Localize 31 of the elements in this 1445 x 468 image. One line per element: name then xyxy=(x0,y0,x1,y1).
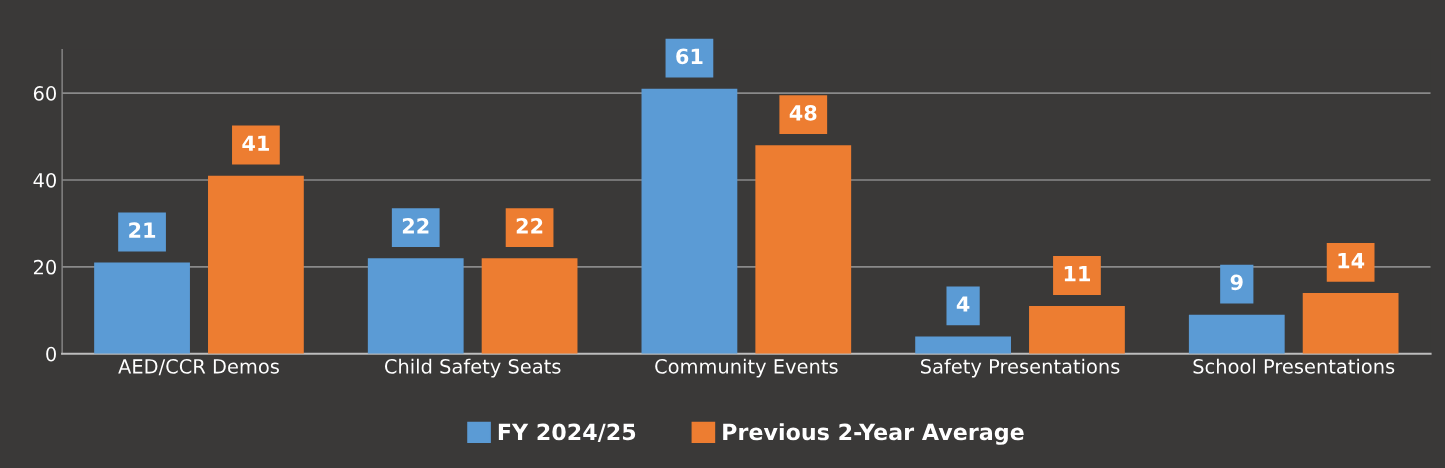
data-label: 9 xyxy=(1230,274,1243,291)
legend-label: Previous 2-Year Average xyxy=(723,423,1024,445)
data-label: 14 xyxy=(1338,252,1365,269)
y-tick-label: 0 xyxy=(46,346,56,362)
bar xyxy=(481,258,578,354)
bar xyxy=(641,88,738,354)
bar xyxy=(1029,306,1125,354)
bar xyxy=(367,258,464,354)
data-label: 61 xyxy=(676,48,703,65)
y-tick-label: 60 xyxy=(33,86,56,101)
bar xyxy=(1302,292,1399,354)
data-label: 21 xyxy=(129,222,156,238)
data-label: 22 xyxy=(402,217,429,234)
bar xyxy=(755,145,852,354)
x-tick-label: Community Events xyxy=(655,358,838,378)
data-label: 4 xyxy=(956,296,970,312)
data-label: 11 xyxy=(1064,266,1091,282)
bar xyxy=(915,336,1011,354)
bar xyxy=(1188,314,1285,354)
bar xyxy=(208,175,304,354)
bar xyxy=(94,262,190,354)
y-tick-label: 40 xyxy=(33,172,56,188)
x-tick-label: Child Safety Seats xyxy=(384,358,561,378)
data-label: 22 xyxy=(516,217,543,234)
y-tick-label: 20 xyxy=(33,259,56,275)
x-tick-label: Safety Presentations xyxy=(921,358,1120,378)
data-label: 48 xyxy=(789,104,817,121)
legend-label: FY 2024/25 xyxy=(498,423,636,443)
data-label: 41 xyxy=(242,135,269,151)
x-tick-label: School Presentations xyxy=(1193,358,1395,374)
x-tick-label: AED/CCR Demos xyxy=(118,359,279,376)
